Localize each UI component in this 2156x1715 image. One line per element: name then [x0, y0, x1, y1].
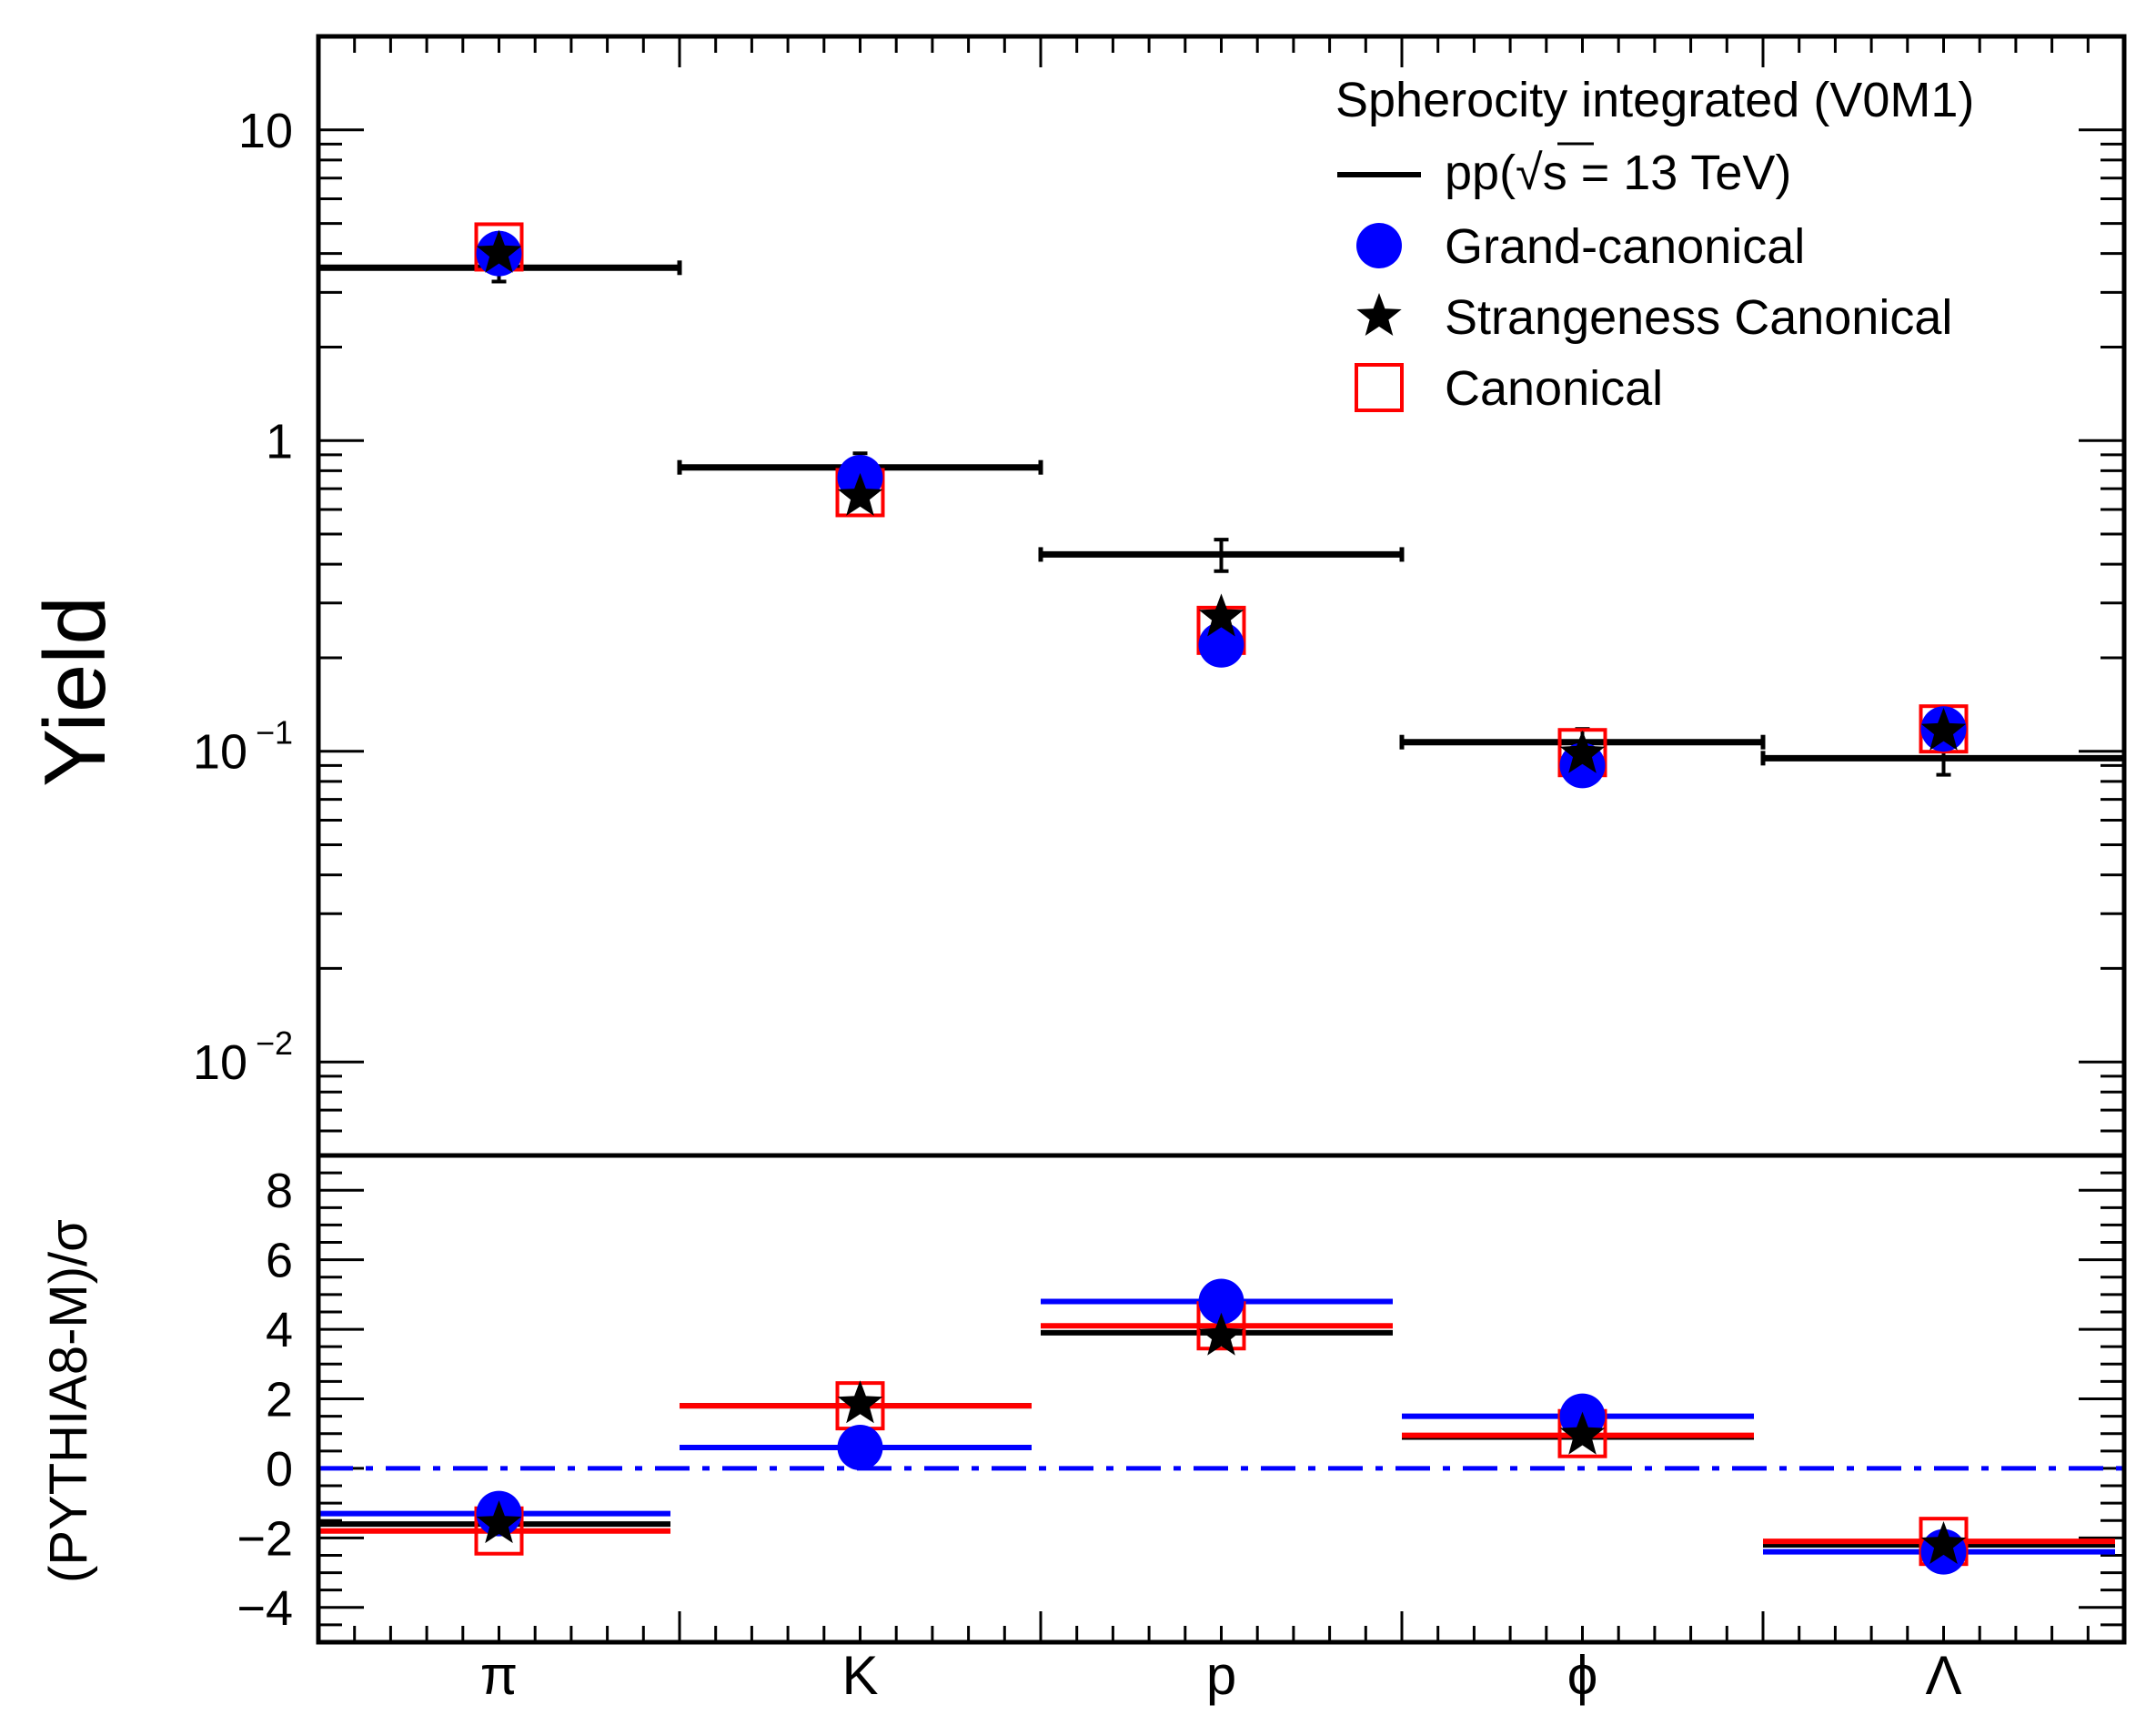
legend: Spherocity integrated (V0M1) pp(√s = 13 T… [1335, 73, 1974, 416]
y-tick-label: 8 [266, 1164, 293, 1218]
y-axis-label: (PYTHIA8-M)/σ [39, 1219, 98, 1583]
legend-label: Strangeness Canonical [1445, 290, 1952, 345]
x-tick-label: Λ [1925, 1645, 1961, 1706]
y-tick-exponent: −2 [256, 1024, 293, 1062]
bottom-plot-frame [316, 1153, 2127, 1645]
strangeness-canonical-point [1198, 593, 1244, 637]
legend-marker-grand-canonical [1356, 223, 1402, 268]
legend-label: Grand-canonical [1445, 219, 1805, 274]
grand-canonical-point [1198, 621, 1244, 668]
legend-marker-canonical [1355, 363, 1404, 412]
y-tick-label: −4 [237, 1581, 293, 1636]
strangeness-canonical-point [837, 472, 883, 516]
y-tick-label: 2 [266, 1373, 293, 1427]
legend-sqrt-sign: √ [1516, 146, 1543, 200]
x-tick-label: p [1206, 1645, 1236, 1706]
x-tick-label: ϕ [1567, 1645, 1598, 1706]
strangeness-canonical-point [1920, 707, 1967, 751]
x-tick-label: π [480, 1645, 518, 1706]
legend-data-text: s = 13 TeV) [1543, 146, 1792, 200]
y-tick-label: 1 [266, 414, 293, 469]
y-tick-label: 10 [193, 1035, 247, 1090]
y-tick-label: −2 [237, 1511, 293, 1566]
grand-canonical-deviation-point [837, 1425, 883, 1470]
x-tick-label: K [841, 1645, 878, 1706]
y-tick-label: 4 [266, 1303, 293, 1357]
y-tick-label: 10 [193, 725, 247, 780]
strangeness-canonical-deviation-point [1920, 1521, 1967, 1564]
y-tick-exponent: −1 [256, 714, 293, 752]
y-axis-label: Yield [26, 596, 124, 787]
y-tick-label: 0 [266, 1442, 293, 1497]
strangeness-canonical-deviation-point [837, 1380, 883, 1424]
y-tick-label: 10 [238, 104, 293, 158]
grand-canonical-deviation-point [1198, 1278, 1244, 1325]
legend-marker-strangeness-canonical [1356, 293, 1402, 336]
legend-data-text: pp( [1445, 146, 1516, 200]
strangeness-canonical-deviation-point [1198, 1312, 1244, 1356]
legend-header: Spherocity integrated (V0M1) [1335, 73, 1974, 127]
y-tick-label: 6 [266, 1234, 293, 1288]
strangeness-canonical-deviation-point [1559, 1411, 1606, 1455]
legend-label: Canonical [1445, 361, 1663, 416]
legend-label-data: pp(√s = 13 TeV) [1445, 146, 1791, 200]
strangeness-canonical-point [476, 229, 522, 273]
strangeness-canonical-deviation-point [476, 1500, 522, 1544]
strangeness-canonical-point [1559, 730, 1606, 773]
